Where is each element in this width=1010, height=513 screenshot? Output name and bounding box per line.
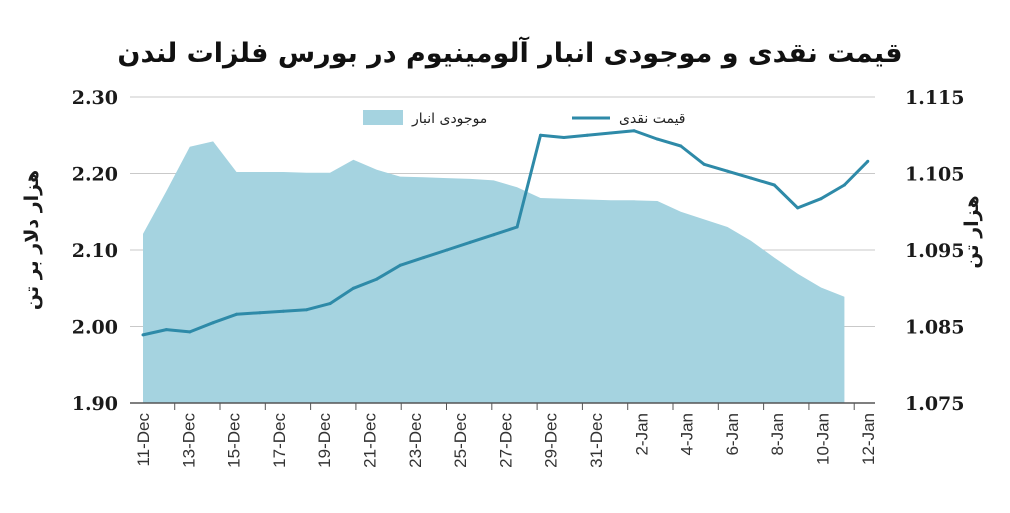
price-point (445, 248, 449, 252)
price-point (539, 133, 542, 137)
price-point (188, 330, 192, 334)
inventory-area (143, 141, 845, 403)
right-tick-label: 1.095 (905, 240, 965, 262)
chart-title: قیمت نقدی و موجودی انبار آلومینیوم در بو… (117, 36, 902, 69)
left-tick-label: 2.00 (72, 317, 118, 339)
right-axis-label: هزار تن (961, 195, 983, 268)
price-point (211, 321, 215, 325)
price-point (702, 162, 706, 166)
x-tick-label: 4-Jan (678, 413, 697, 456)
price-point (351, 286, 355, 290)
x-tick-label: 25-Dec (451, 413, 470, 468)
price-point (492, 233, 496, 237)
legend-label-inventory: موجودی انبار (411, 111, 487, 127)
x-tick-label: 11-Dec (134, 413, 153, 467)
price-point (305, 308, 309, 312)
price-point (772, 183, 776, 187)
price-point (422, 256, 426, 260)
left-axis-ticks: 2.30 2.20 2.10 2.00 1.90 (72, 87, 118, 415)
price-point (842, 183, 846, 187)
x-tick-label: 12-Jan (859, 413, 878, 465)
right-tick-label: 1.075 (905, 393, 965, 415)
price-line-layer (141, 129, 870, 337)
left-tick-label: 2.20 (72, 164, 118, 186)
x-tick-label: 10-Jan (814, 413, 833, 465)
x-tick-label: 31-Dec (587, 413, 606, 468)
x-tick-label: 15-Dec (225, 413, 244, 468)
x-tick-label: 6-Jan (723, 413, 742, 456)
left-tick-label: 2.10 (72, 240, 118, 262)
price-point (468, 240, 472, 244)
x-tick-label: 17-Dec (270, 413, 289, 468)
price-point (819, 197, 823, 201)
price-point (141, 333, 145, 337)
price-point (398, 263, 402, 267)
price-line (142, 129, 869, 337)
right-tick-label: 1.085 (905, 317, 965, 339)
legend-label-price: قیمت نقدی (619, 111, 686, 127)
x-tick-label: 8-Jan (768, 413, 787, 456)
price-point (328, 302, 332, 306)
x-tick-label: 21-Dec (361, 413, 380, 468)
price-point (796, 206, 800, 210)
inventory-area-layer (143, 141, 845, 403)
x-tick-label: 29-Dec (542, 413, 561, 468)
left-axis-label: هزار دلار بر تن (21, 170, 43, 310)
price-point (258, 311, 262, 315)
price-point (562, 136, 566, 139)
right-tick-label: 1.115 (905, 87, 965, 109)
x-tick-label: 13-Dec (179, 413, 198, 468)
right-axis-ticks: 1.115 1.105 1.095 1.085 1.075 (905, 87, 965, 415)
x-tick-label: 19-Dec (315, 413, 334, 468)
legend-swatch-inventory (363, 110, 403, 125)
x-axis-ticks: 11-Dec 13-Dec 15-Dec 17-Dec 19-Dec 21-Dec 23-D… (134, 413, 878, 468)
price-point (655, 137, 659, 141)
price-point (235, 312, 238, 316)
price-point (515, 225, 519, 229)
price-point (866, 159, 870, 163)
price-point (585, 133, 589, 137)
price-point (749, 176, 753, 180)
price-point (632, 129, 636, 133)
price-point (609, 131, 613, 135)
price-point (726, 169, 729, 173)
x-tick-label: 2-Jan (632, 413, 651, 456)
legend: موجودی انبار قیمت نقدی (363, 110, 686, 127)
price-point (164, 328, 168, 332)
x-tick-label: 23-Dec (406, 413, 425, 468)
left-tick-label: 2.30 (72, 87, 118, 109)
price-point (679, 144, 683, 148)
right-tick-label: 1.105 (905, 164, 965, 186)
x-tick-label: 27-Dec (496, 413, 515, 468)
price-point (375, 277, 379, 281)
price-point (281, 309, 285, 313)
axes (130, 402, 875, 410)
left-tick-label: 1.90 (72, 393, 118, 415)
